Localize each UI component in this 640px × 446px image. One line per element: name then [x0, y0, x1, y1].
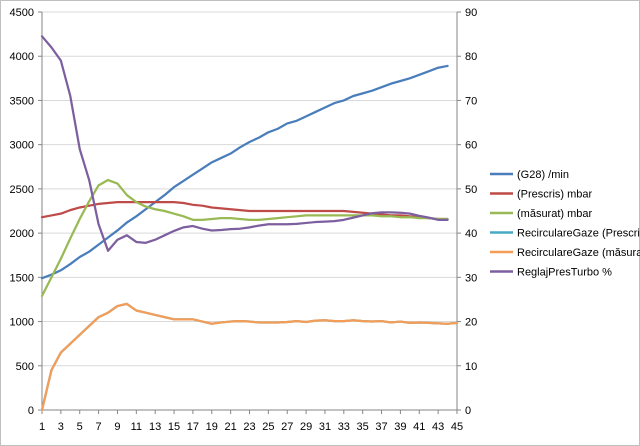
x-tick-label: 27 [281, 421, 293, 433]
legend-label-5: RecirculareGaze (măsurat) [517, 247, 640, 259]
series-line-5 [40, 302, 459, 412]
x-tick-label: 35 [357, 421, 369, 433]
x-tick-label: 43 [432, 421, 444, 433]
y-left-tick-label: 1000 [10, 317, 34, 329]
x-tick-label: 41 [413, 421, 425, 433]
legend-label-1: (G28) /min [517, 169, 569, 181]
series-line-2 [40, 201, 449, 221]
x-tick-label: 37 [375, 421, 387, 433]
x-tick-label: 7 [96, 421, 102, 433]
series-line-6 [40, 35, 449, 252]
series-line-1 [40, 64, 449, 280]
y-left-tick-label: 2000 [10, 228, 34, 240]
x-tick-label: 5 [77, 421, 83, 433]
x-tick-label: 13 [149, 421, 161, 433]
y-right-tick-label: 50 [465, 184, 477, 196]
y-right-tick-label: 80 [465, 51, 477, 63]
x-tick-label: 11 [131, 421, 142, 433]
x-tick-label: 25 [262, 421, 274, 433]
y-right-tick-label: 40 [465, 228, 477, 240]
y-left-tick-label: 3500 [10, 95, 34, 107]
series-line-3 [40, 178, 449, 298]
x-tick-label: 39 [394, 421, 406, 433]
y-right-tick-label: 10 [465, 361, 477, 373]
x-tick-label: 21 [225, 421, 237, 433]
y-left-tick-label: 3000 [10, 140, 34, 152]
y-right-tick-label: 0 [465, 405, 471, 417]
legend-label-4: RecirculareGaze (Prescris) [517, 228, 640, 240]
legend-label-6: ReglajPresTurbo % [517, 267, 612, 279]
y-left-tick-label: 4500 [10, 7, 34, 19]
y-right-tick-label: 60 [465, 140, 477, 152]
y-right-tick-label: 30 [465, 272, 477, 284]
x-tick-label: 31 [319, 421, 331, 433]
x-tick-label: 9 [114, 421, 120, 433]
y-right-tick-label: 90 [465, 7, 477, 19]
y-left-tick-label: 0 [28, 405, 34, 417]
x-tick-label: 15 [168, 421, 180, 433]
y-left-tick-label: 1500 [10, 272, 34, 284]
x-tick-label: 1 [39, 421, 45, 433]
x-tick-label: 3 [58, 421, 64, 433]
y-left-tick-label: 4000 [10, 51, 34, 63]
legend-label-3: (măsurat) mbar [517, 208, 593, 220]
y-left-tick-label: 500 [16, 361, 34, 373]
x-tick-label: 23 [243, 421, 255, 433]
x-tick-label: 29 [300, 421, 312, 433]
x-tick-label: 19 [206, 421, 218, 433]
x-tick-label: 45 [451, 421, 463, 433]
x-tick-label: 17 [187, 421, 199, 433]
x-tick-label: 33 [338, 421, 350, 433]
series-line-4 [40, 302, 459, 412]
y-right-tick-label: 70 [465, 95, 477, 107]
legend-label-2: (Prescris) mbar [517, 189, 593, 201]
y-right-tick-label: 20 [465, 317, 477, 329]
y-left-tick-label: 2500 [10, 184, 34, 196]
